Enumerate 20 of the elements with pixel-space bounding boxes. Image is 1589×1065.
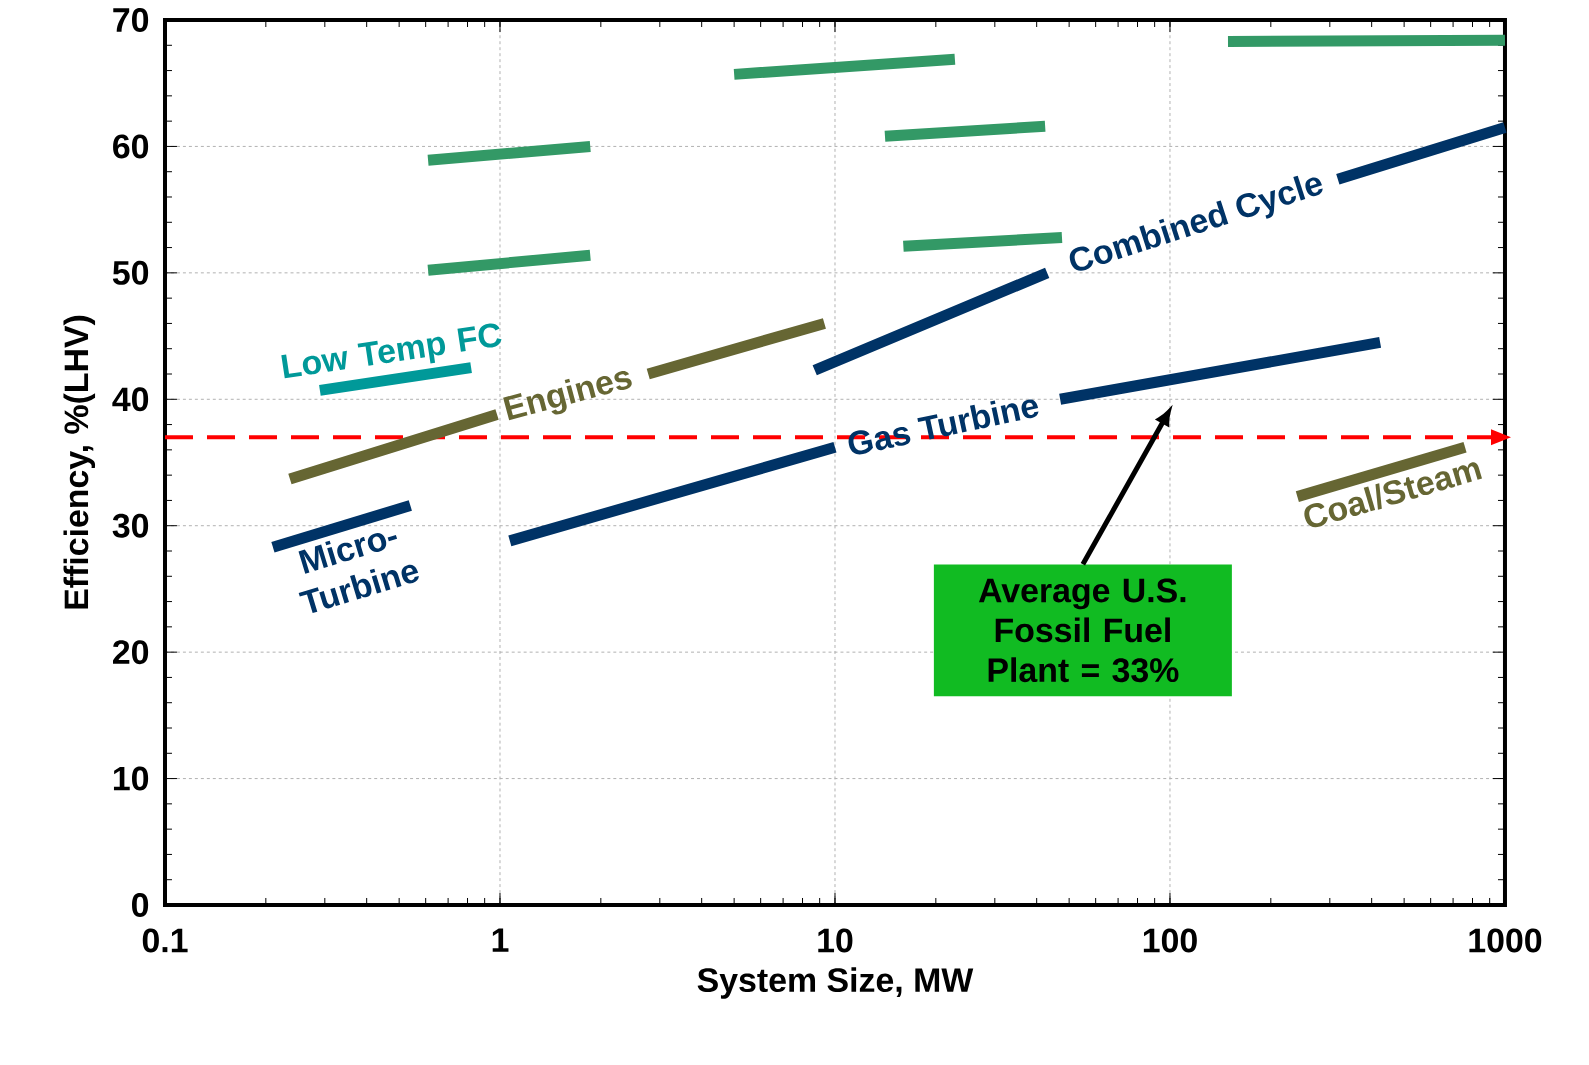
y-tick-label: 0 [132,893,149,917]
text: Micro-Turbine [298,533,419,614]
x-tick-label: 0.1 [142,928,188,953]
y-tick-label: 10 [113,766,149,791]
annotation: Average U.S. Fossil Fuel Plant = 33% [978,578,1186,683]
x-tick-label: 10 [818,928,853,953]
x-tick-label: 100 [1143,928,1197,953]
y-tick-label: 50 [112,260,149,285]
x-axis-title: System Size, MW [697,967,974,999]
x-tick-label: 1000 [1469,928,1542,953]
y-tick-label: 40 [112,387,149,412]
text: Engines [503,371,632,421]
text: Low Temp FC [281,323,502,379]
y-tick-label: 60 [113,134,149,159]
x-tick-label: 1 [492,928,509,952]
text: Gas Turbine [848,399,1039,455]
y-axis-title: Efficiency, %(LHV) [63,315,96,609]
y-tick-label: 70 [113,8,149,32]
y-tick-label: 20 [113,640,149,665]
y-tick-label: 30 [112,513,149,538]
